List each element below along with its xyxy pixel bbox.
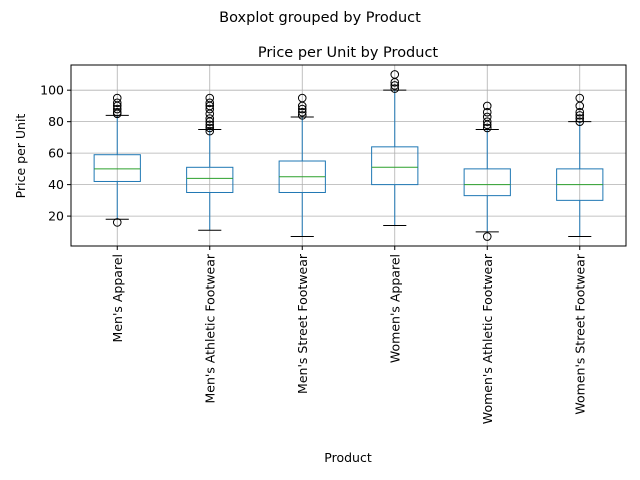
outlier-point xyxy=(482,117,492,126)
outlier-point xyxy=(205,123,215,133)
box xyxy=(463,168,511,197)
outlier-point xyxy=(205,126,215,136)
outlier-point xyxy=(482,107,492,117)
chart-title: Price per Unit by Product xyxy=(258,45,439,61)
y-axis-label: Price per Unit xyxy=(13,114,28,199)
grid-lines xyxy=(71,65,626,246)
x-tick-label: Men's Apparel xyxy=(110,254,125,342)
outlier-point xyxy=(390,81,400,90)
outlier-point xyxy=(482,112,492,122)
outlier-point xyxy=(575,117,585,126)
outlier-point xyxy=(390,70,400,79)
box xyxy=(371,146,419,186)
x-tick-label: Men's Street Footwear xyxy=(295,253,310,394)
outlier-point xyxy=(112,98,122,108)
outlier-point xyxy=(112,104,122,114)
chart-suptitle: Boxplot grouped by Product xyxy=(219,10,421,26)
outlier-point xyxy=(575,93,585,103)
outlier-point xyxy=(112,93,122,103)
outlier-point xyxy=(205,114,215,123)
y-tick-label: 80 xyxy=(48,114,64,129)
outlier-point xyxy=(297,93,307,103)
x-axis-label: Product xyxy=(324,450,372,465)
outlier-point xyxy=(390,84,400,93)
plot-frame xyxy=(70,64,627,247)
outlier-point xyxy=(575,111,585,120)
outlier-point xyxy=(575,107,585,117)
outlier-point xyxy=(297,107,307,117)
boxplot-marks xyxy=(93,70,604,241)
y-tick-label: 60 xyxy=(48,146,64,161)
outlier-point xyxy=(205,120,215,130)
x-tick-label: Men's Athletic Footwear xyxy=(202,253,217,403)
outlier-point xyxy=(205,93,215,103)
x-tick-label: Women's Athletic Footwear xyxy=(480,253,495,424)
outlier-point xyxy=(205,104,215,114)
y-tick-label: 20 xyxy=(48,209,64,224)
x-tick-label: Women's Street Footwear xyxy=(572,253,587,414)
outlier-point xyxy=(482,232,492,241)
outlier-point xyxy=(112,218,122,227)
outlier-point xyxy=(575,114,585,123)
box xyxy=(186,166,234,193)
outlier-point xyxy=(112,107,122,117)
outlier-point xyxy=(297,104,307,114)
axes: 20 40 60 80 100 Men's Apparel Men's Athletic F… xyxy=(40,83,587,425)
y-tick-label: 40 xyxy=(48,177,64,192)
outlier-point xyxy=(297,111,307,120)
outlier-point xyxy=(482,123,492,133)
outlier-point xyxy=(482,101,492,111)
y-tick-label: 100 xyxy=(40,83,64,98)
outlier-point xyxy=(205,98,215,108)
x-tick-label: Women's Apparel xyxy=(387,254,402,363)
box xyxy=(93,154,141,182)
